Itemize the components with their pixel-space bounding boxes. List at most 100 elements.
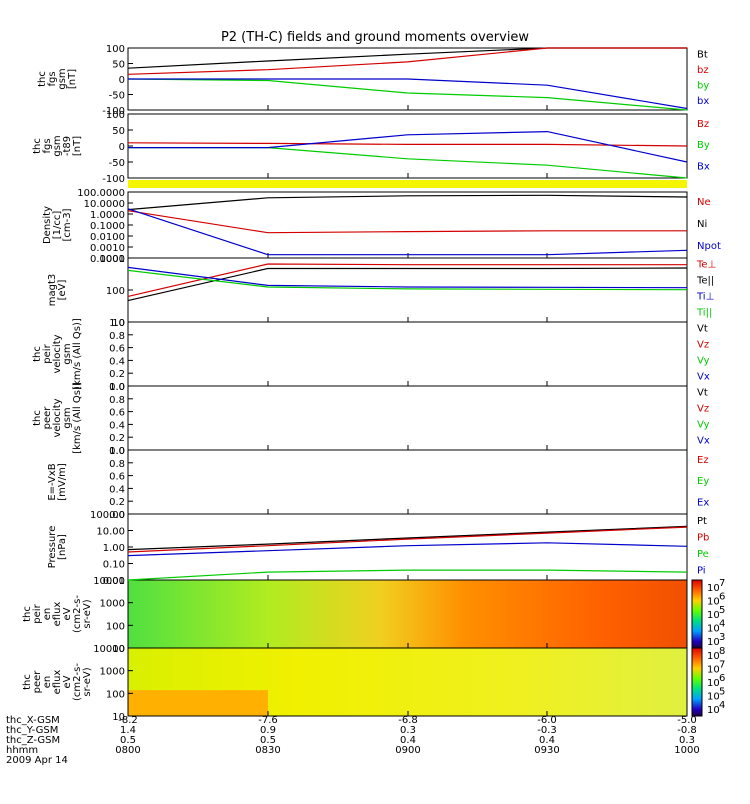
panel-vel_e-frame: [127, 385, 688, 451]
series-line-te: [127, 267, 688, 302]
hhmm-value: 0900: [395, 745, 421, 756]
y-axis-label: (cm2-s-: [72, 663, 83, 701]
y-axis-label: fgs: [42, 138, 53, 153]
y-tick-label: 0.01: [103, 576, 125, 587]
colorbar-tick-exponent: 4: [719, 700, 725, 711]
colorbar-tick-exponent: 7: [719, 578, 725, 589]
series-line-ti: [127, 269, 688, 291]
y-tick-label: 10: [112, 318, 125, 329]
colorbar-tick-label: 10: [707, 705, 720, 716]
colorbar-tick-exponent: 5: [719, 605, 725, 616]
colorbar-tick-exponent: 6: [719, 673, 725, 684]
y-tick-label: 100: [106, 621, 125, 632]
y-tick-label: 0.1000: [90, 221, 125, 232]
y-tick-label: 1.0: [109, 318, 125, 329]
y-axis-label: magt3: [47, 274, 58, 307]
y-axis-label: eV: [62, 607, 73, 620]
y-axis-label: sr-eV): [82, 599, 93, 628]
legend-entry: Ey: [697, 476, 709, 487]
y-axis-label: E=-VxB: [47, 463, 58, 500]
y-axis-label: thc: [37, 71, 48, 87]
legend-entry: bx: [697, 96, 709, 107]
legend-entry: Te⊥: [696, 260, 716, 271]
y-tick-label: 1.0: [109, 446, 125, 457]
y-tick-label: 0.0001: [90, 254, 125, 265]
y-axis-label: [km/s (All Qs)]: [72, 318, 83, 390]
y-tick-label: 0.10: [103, 560, 125, 571]
legend-entry: Vz: [697, 404, 709, 415]
colorbar-tick-label: 10: [707, 692, 720, 703]
spectrogram-ion: [128, 580, 687, 648]
series-line-pe: [127, 569, 688, 581]
status-bar: [128, 180, 687, 188]
colorbar-tick-label: 10: [707, 664, 720, 675]
y-tick-label: 100.0000: [77, 188, 125, 199]
y-axis-label: Pressure: [47, 526, 58, 569]
colorbar-tick-exponent: 4: [719, 619, 725, 630]
colorbar-tick-exponent: 3: [719, 632, 725, 643]
y-axis-label: gsm: [52, 135, 63, 156]
y-axis-label: thc: [22, 606, 33, 622]
series-line-pb: [127, 526, 688, 553]
series-line-by: [127, 78, 688, 111]
y-axis-label: peer: [32, 670, 43, 694]
x-axis-column: -7.6 0.9 0.5 0830: [238, 716, 298, 756]
y-tick-label: 0.0: [109, 382, 125, 393]
y-tick-label: 10: [112, 712, 125, 723]
colorbar-tick-exponent: 8: [719, 646, 725, 657]
y-tick-label: 0.8: [109, 459, 125, 470]
legend-entry: Ex: [697, 497, 709, 508]
x-gsm-value: -6.8: [398, 715, 418, 726]
y-tick-label: 100: [106, 44, 125, 55]
z-gsm-value: 0.3: [679, 735, 695, 746]
y-tick-label: 1000: [100, 667, 125, 678]
series-line-bx: [128, 130, 688, 163]
y-gsm-value: -0.8: [677, 725, 697, 736]
legend-entry: Pb: [697, 532, 709, 543]
series-line-bt: [127, 47, 687, 69]
z-gsm-value: 0.4: [539, 735, 555, 746]
series-line-pi: [127, 542, 688, 557]
y-axis-label: thc: [32, 346, 43, 362]
y-tick-label: 0.0: [109, 510, 125, 521]
y-tick-label: 0.4: [109, 356, 125, 367]
y-axis-label: gsm: [62, 343, 73, 364]
legend-entry: bz: [697, 65, 709, 76]
legend-entry: by: [697, 80, 709, 91]
x-axis-column: -6.8 0.3 0.4 0900: [378, 716, 438, 756]
legend-entry: Ni: [697, 219, 707, 230]
y-axis-label: en: [42, 608, 53, 621]
series-line-bx: [128, 78, 688, 110]
series-line-npot: [127, 208, 688, 256]
y-axis-label: eflux: [52, 602, 63, 627]
x-gsm-value: -5.0: [677, 715, 697, 726]
y-tick-label: 0.4: [109, 420, 125, 431]
y-axis-label: eflux: [52, 670, 63, 695]
y-tick-label: 50: [112, 126, 125, 137]
y-axis-label: peir: [42, 343, 53, 363]
x-gsm-value: -7.6: [258, 715, 278, 726]
series-line-bz: [127, 142, 688, 147]
legend-entry: Vy: [697, 356, 710, 367]
series-line-pt: [127, 525, 688, 551]
colorbar-tick-exponent: 7: [719, 659, 725, 670]
legend-entry: Ti||: [696, 308, 712, 319]
legend-entry: Vx: [697, 436, 710, 447]
colorbar-tick-label: 10: [707, 624, 720, 635]
y-tick-label: 0.8: [109, 331, 125, 342]
legend-entry: Pi: [697, 565, 706, 576]
y-tick-label: 10.00: [96, 527, 125, 538]
hhmm-value: 0930: [534, 745, 560, 756]
y-axis-label: eV: [62, 675, 73, 688]
row-label-hhmm: hhmm: [6, 745, 39, 756]
y-axis-label: [mV/m]: [57, 463, 68, 501]
x-gsm-value: -6.0: [537, 715, 557, 726]
y-axis-label: peer: [42, 406, 53, 430]
hhmm-value: 0800: [115, 745, 141, 756]
y-axis-label: [cm-3]: [62, 208, 73, 241]
y-axis-label: thc: [22, 674, 33, 690]
y-axis-label: Density: [42, 206, 53, 244]
series-line-ni: [127, 194, 688, 211]
y-axis-label: [nT]: [72, 136, 83, 156]
y-tick-label: 0: [119, 75, 125, 86]
